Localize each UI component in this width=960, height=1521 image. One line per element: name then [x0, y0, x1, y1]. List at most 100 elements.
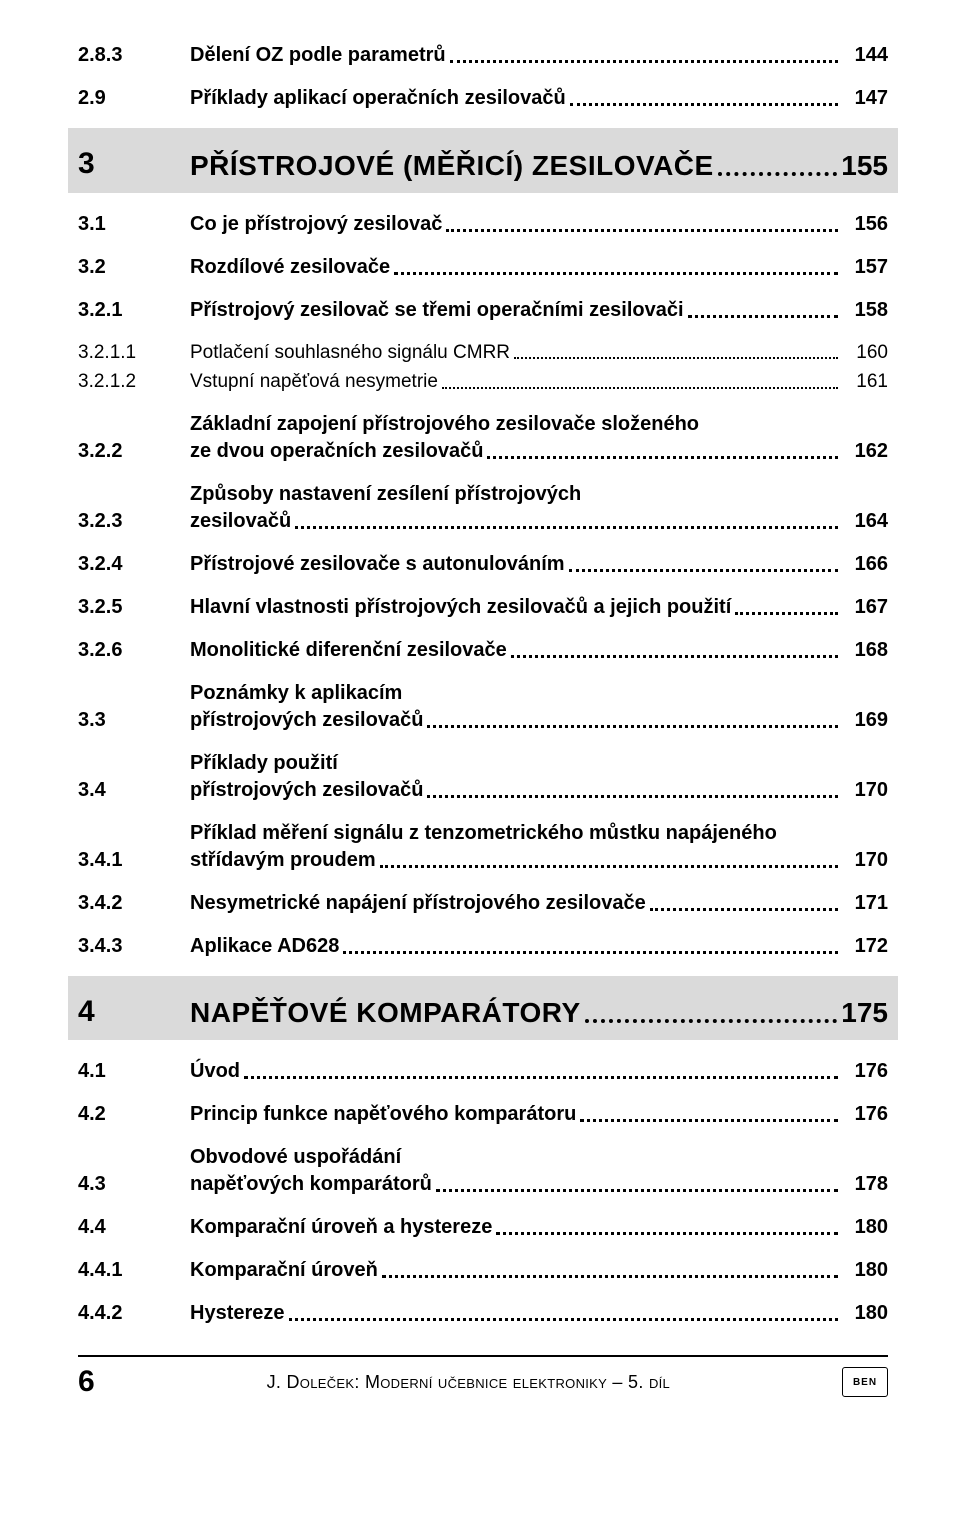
toc-entry-title-wrap: Příklad měření signálu z tenzometrického…: [190, 820, 888, 874]
toc-entry-title-line: Nesymetrické napájení přístrojového zesi…: [190, 890, 888, 917]
toc-entry-number: 3.4.1: [78, 847, 190, 874]
toc-entry-title: Přístrojové zesilovače s autonulováním: [190, 551, 565, 578]
toc-entry-row: 3.4.1Příklad měření signálu z tenzometri…: [78, 820, 888, 874]
toc-entry-title: ze dvou operačních zesilovačů: [190, 438, 483, 465]
toc-entry-title-line: Vstupní napěťová nesymetrie161: [190, 369, 888, 395]
toc-entry-page: 167: [842, 594, 888, 621]
toc-entry-title-wrap: Příklady aplikací operačních zesilovačů1…: [190, 85, 888, 112]
toc-entry-title: Dělení OZ podle parametrů: [190, 42, 446, 69]
toc-entry-title-wrap: Dělení OZ podle parametrů 144: [190, 42, 888, 69]
toc-entry-title-wrap: Přístrojové zesilovače s autonulováním 16…: [190, 551, 888, 578]
toc-entry-title: zesilovačů: [190, 508, 291, 535]
toc-entry-title-line: Potlačení souhlasného signálu CMRR160: [190, 340, 888, 366]
toc-entry-title-wrap: Nesymetrické napájení přístrojového zesi…: [190, 890, 888, 917]
toc-entry-title-line: Základní zapojení přístrojového zesilova…: [190, 411, 888, 438]
toc-entry-title-line: Příklady použití: [190, 750, 888, 777]
toc-leader-dots: [295, 526, 838, 529]
toc-entry-number: 2.8.3: [78, 42, 190, 69]
toc-entry-row: 3.3Poznámky k aplikacímpřístrojových zes…: [78, 680, 888, 734]
toc-entry-row: 3.1Co je přístrojový zesilovač156: [78, 211, 888, 238]
toc-entry-page: 164: [842, 508, 888, 535]
toc-entry-row: 3.2.3Způsoby nastavení zesílení přístroj…: [78, 481, 888, 535]
toc-leader-dots: [450, 60, 838, 63]
toc-entry-number: 3.2.4: [78, 551, 190, 578]
toc-entry-title-line: NAPĚŤOVÉ KOMPARÁTORY 175: [190, 994, 888, 1032]
toc-entry-page: 168: [842, 637, 888, 664]
toc-entry-page: 144: [842, 42, 888, 69]
toc-entry-title: PŘÍSTROJOVÉ (MĚŘICÍ) ZESILOVAČE: [190, 147, 714, 185]
toc-entry-page: 176: [842, 1101, 888, 1128]
toc-entry-page: 162: [842, 438, 888, 465]
toc-entry-title: přístrojových zesilovačů: [190, 707, 423, 734]
toc-entry-title: Nesymetrické napájení přístrojového zesi…: [190, 890, 646, 917]
toc-chapter-band: 4NAPĚŤOVÉ KOMPARÁTORY175: [68, 976, 898, 1041]
toc-entry-row: 3.2.1Přístrojový zesilovač se třemi oper…: [78, 297, 888, 324]
toc-entry-number: 4.1: [78, 1058, 190, 1085]
toc-entry-title: napěťových komparátorů: [190, 1171, 432, 1198]
toc-entry-row: 2.9Příklady aplikací operačních zesilova…: [78, 85, 888, 112]
toc-leader-dots: [380, 865, 838, 868]
toc-entry-title-line: Rozdílové zesilovače157: [190, 254, 888, 281]
toc-leader-dots: [735, 612, 838, 615]
toc-entry-title-wrap: Co je přístrojový zesilovač156: [190, 211, 888, 238]
toc-entry-title-wrap: Komparační úroveň a hystereze180: [190, 1214, 888, 1241]
footer-book-title: J. Doleček: Moderní učebnice elektroniky…: [95, 1372, 842, 1393]
toc-entry-title-wrap: Princip funkce napěťového komparátoru176: [190, 1101, 888, 1128]
toc-entry-title-wrap: PŘÍSTROJOVÉ (MĚŘICÍ) ZESILOVAČE 155: [190, 147, 888, 185]
toc-entry-title-line: Hlavní vlastnosti přístrojových zesilova…: [190, 594, 888, 621]
toc-entry-row: 4.4.1Komparační úroveň 180: [78, 1257, 888, 1284]
toc-entry-page: 166: [842, 551, 888, 578]
toc-leader-dots: [688, 315, 838, 318]
footer-page-number: 6: [78, 1365, 95, 1399]
toc-entry-number: 3.2: [78, 254, 190, 281]
toc-entry-title-wrap: Aplikace AD628172: [190, 933, 888, 960]
toc-entry-page: 176: [842, 1058, 888, 1085]
toc-entry-row: 3.4.2Nesymetrické napájení přístrojového…: [78, 890, 888, 917]
toc-entry-row: 4.4Komparační úroveň a hystereze180: [78, 1214, 888, 1241]
toc-entry-title: Úvod: [190, 1058, 240, 1085]
toc-entry-title-line: ze dvou operačních zesilovačů 162: [190, 438, 888, 465]
toc-entry-row: 4.1Úvod 176: [78, 1058, 888, 1085]
toc-entry-title-line: Hystereze180: [190, 1300, 888, 1327]
table-of-contents: 2.8.3Dělení OZ podle parametrů1442.9Přík…: [78, 42, 888, 1327]
toc-entry-number: 3.4: [78, 777, 190, 804]
toc-entry-title: NAPĚŤOVÉ KOMPARÁTORY: [190, 994, 581, 1032]
toc-leader-dots: [289, 1318, 838, 1321]
toc-entry-title-wrap: Vstupní napěťová nesymetrie161: [190, 369, 888, 395]
toc-leader-dots: [511, 655, 838, 658]
toc-entry-page: 155: [841, 147, 888, 185]
toc-entry-number: 3.2.5: [78, 594, 190, 621]
toc-leader-dots: [442, 387, 838, 389]
toc-entry-page: 180: [842, 1214, 888, 1241]
toc-entry-number: 2.9: [78, 85, 190, 112]
toc-entry-row: 2.8.3Dělení OZ podle parametrů 144: [78, 42, 888, 69]
toc-entry-row: 4.4.2Hystereze180: [78, 1300, 888, 1327]
toc-entry-title-line: Komparační úroveň 180: [190, 1257, 888, 1284]
toc-entry-title-line: Přístrojový zesilovač se třemi operačním…: [190, 297, 888, 324]
toc-entry-page: 169: [842, 707, 888, 734]
toc-leader-dots: [343, 951, 838, 954]
toc-entry-number: 3.4.3: [78, 933, 190, 960]
toc-entry-row: 3.2Rozdílové zesilovače157: [78, 254, 888, 281]
toc-entry-title-line: Způsoby nastavení zesílení přístrojových: [190, 481, 888, 508]
toc-entry-title-wrap: Úvod 176: [190, 1058, 888, 1085]
toc-leader-dots: [580, 1119, 838, 1122]
toc-entry-number: 3.1: [78, 211, 190, 238]
toc-entry-row: 4.3Obvodové uspořádánínapěťových kompará…: [78, 1144, 888, 1198]
toc-entry-number: 3.2.1: [78, 297, 190, 324]
toc-entry-title: Komparační úroveň: [190, 1257, 378, 1284]
toc-entry-title: Monolitické diferenční zesilovače: [190, 637, 507, 664]
toc-entry-page: 172: [842, 933, 888, 960]
toc-entry-number: 4.4.1: [78, 1257, 190, 1284]
toc-entry-title: střídavým proudem: [190, 847, 376, 874]
toc-entry-page: 175: [841, 994, 888, 1032]
toc-entry-page: 180: [842, 1257, 888, 1284]
toc-entry-title-line: napěťových komparátorů178: [190, 1171, 888, 1198]
toc-entry-title: Rozdílové zesilovače: [190, 254, 390, 281]
toc-entry-page: 156: [842, 211, 888, 238]
toc-entry-title-line: zesilovačů 164: [190, 508, 888, 535]
toc-entry-title-line: Dělení OZ podle parametrů 144: [190, 42, 888, 69]
toc-leader-dots: [514, 357, 838, 359]
toc-entry-title: Hystereze: [190, 1300, 285, 1327]
toc-entry-row: 3.4.3Aplikace AD628172: [78, 933, 888, 960]
